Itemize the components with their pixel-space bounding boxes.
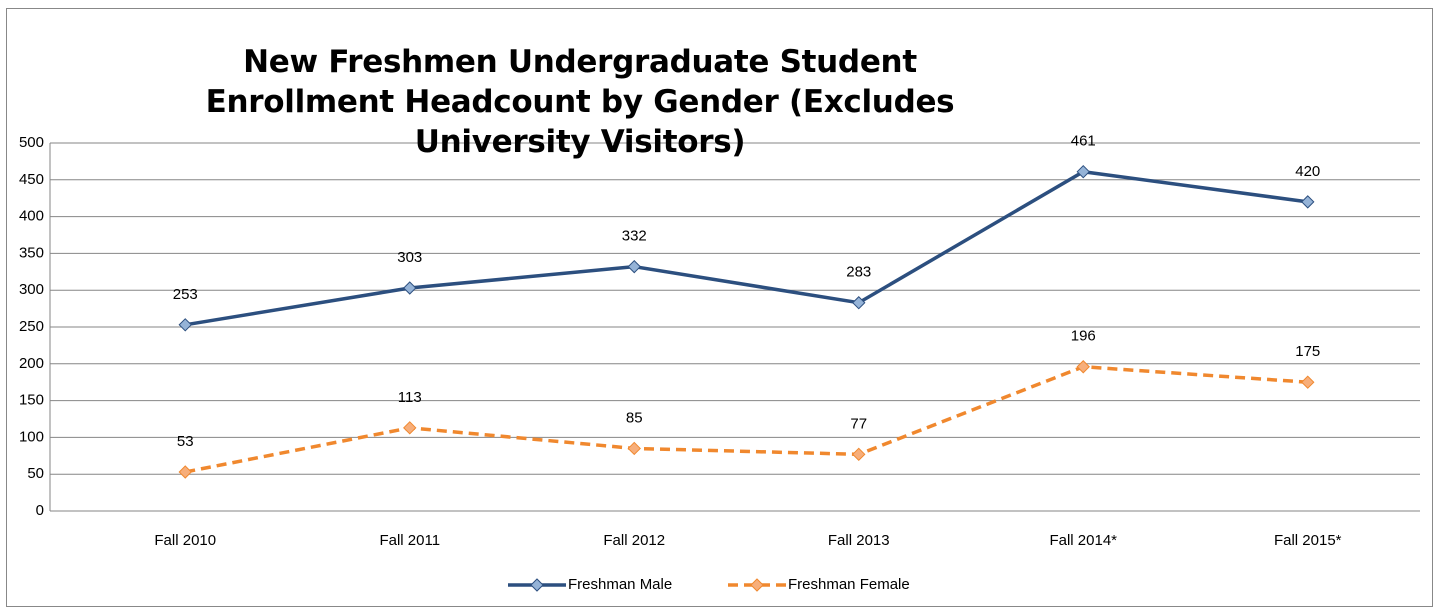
data-label: 85: [626, 409, 643, 426]
data-label: 175: [1295, 343, 1320, 360]
series-line: [184, 364, 1308, 474]
point-marker: [1301, 195, 1315, 209]
point-marker: [1301, 375, 1315, 389]
x-tick-label: Fall 2010: [154, 532, 216, 549]
point-marker: [1076, 164, 1090, 179]
data-label: 420: [1295, 163, 1320, 180]
point-marker: [852, 447, 866, 462]
y-tick-label: 350: [19, 244, 44, 261]
data-label: 303: [397, 249, 422, 266]
point-marker: [1076, 360, 1090, 374]
x-tick-label: Fall 2012: [603, 532, 665, 549]
series-line: [184, 169, 1308, 327]
data-label: 461: [1071, 133, 1096, 150]
y-tick-label: 500: [19, 134, 44, 151]
data-label: 113: [398, 389, 422, 406]
chart-title: New Freshmen Undergraduate Student Enrol…: [205, 44, 955, 160]
data-label: 283: [846, 264, 871, 281]
y-tick-label: 100: [19, 428, 44, 445]
data-label: 77: [850, 415, 867, 432]
y-tick-label: 150: [19, 392, 44, 409]
y-tick-label: 0: [36, 502, 44, 519]
data-label: 53: [177, 433, 194, 450]
point-marker: [403, 421, 417, 435]
y-tick-label: 50: [27, 465, 44, 482]
data-label: 196: [1071, 328, 1096, 345]
legend-label: Freshman Female: [788, 576, 910, 593]
x-tick-label: Fall 2015*: [1274, 532, 1342, 549]
data-label: 332: [622, 228, 647, 245]
y-tick-label: 400: [19, 208, 44, 225]
data-label: 253: [173, 286, 198, 303]
chart-border: [6, 8, 1433, 607]
point-marker: [852, 296, 866, 310]
point-marker: [627, 441, 641, 456]
y-tick-label: 250: [19, 318, 44, 335]
point-marker: [178, 318, 192, 332]
point-marker: [403, 281, 417, 295]
y-tick-label: 300: [19, 281, 44, 298]
point-marker: [178, 465, 192, 479]
legend-marker: [530, 578, 544, 592]
point-marker: [627, 259, 641, 274]
y-tick-label: 200: [19, 355, 44, 372]
legend-label: Freshman Male: [568, 576, 672, 593]
y-tick-label: 450: [19, 171, 44, 188]
legend-marker: [750, 578, 764, 592]
x-tick-label: Fall 2011: [379, 532, 440, 549]
x-tick-label: Fall 2014*: [1049, 532, 1117, 549]
x-tick-label: Fall 2013: [828, 532, 890, 549]
